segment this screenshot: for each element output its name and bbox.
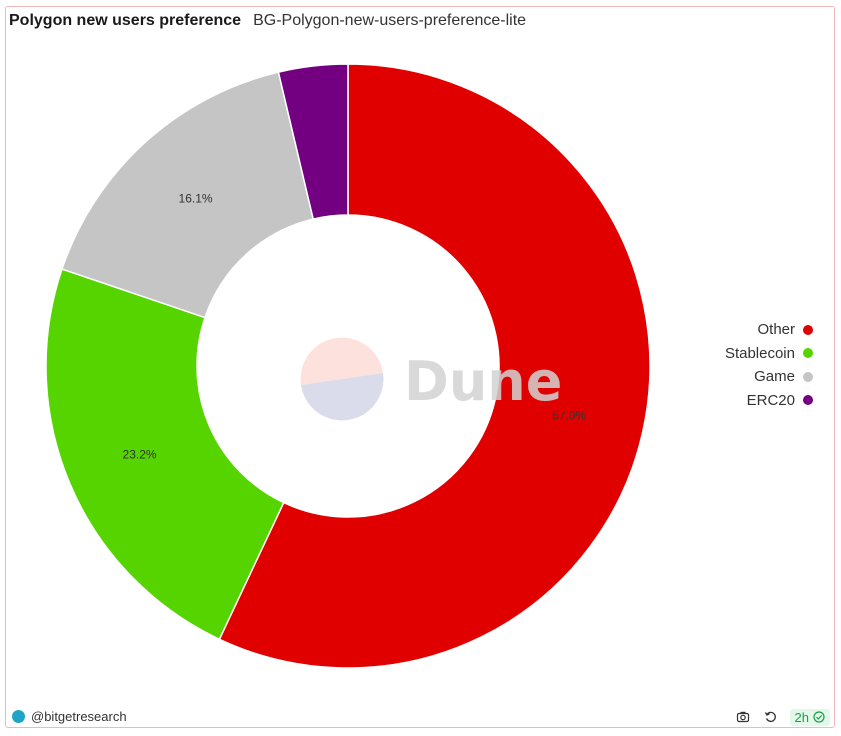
author-avatar-icon [12, 710, 25, 723]
watermark-text: Dune [404, 350, 562, 413]
slice-erc20[interactable] [277, 63, 349, 220]
data-label-stablecoin: 23.2% [123, 448, 157, 462]
slice-stablecoin[interactable] [45, 268, 285, 641]
chart-header: Polygon new users preference BG-Polygon-… [9, 12, 526, 30]
data-label-other: 57.0% [552, 408, 586, 422]
legend-label: Stablecoin [724, 344, 795, 362]
author-handle: @bitgetresearch [31, 709, 127, 724]
refresh-icon[interactable] [762, 708, 780, 726]
legend-item-game[interactable]: Game [725, 365, 813, 389]
slice-game[interactable] [61, 71, 315, 319]
legend-swatch [803, 371, 813, 382]
dune-watermark: Dune [300, 337, 562, 421]
refresh-badge[interactable]: 2h [789, 708, 830, 726]
watermark-logo-top [300, 337, 383, 385]
footer-actions: 2h [734, 708, 830, 726]
slice-other[interactable] [218, 63, 651, 669]
legend-label: Game [754, 368, 795, 386]
check-circle-icon [813, 711, 825, 723]
legend-swatch [803, 348, 813, 359]
legend-label: Other [757, 321, 795, 339]
legend-label: ERC20 [746, 391, 795, 409]
data-label-game: 16.1% [179, 191, 213, 205]
legend-item-stablecoin[interactable]: Stablecoin [725, 342, 813, 366]
chart-subtitle: BG-Polygon-new-users-preference-lite [253, 12, 527, 29]
footer-author[interactable]: @bitgetresearch [12, 709, 127, 724]
legend-item-erc20[interactable]: ERC20 [725, 389, 813, 413]
chart-legend: Other Stablecoin Game ERC20 [725, 318, 813, 412]
camera-icon[interactable] [734, 708, 752, 726]
legend-item-other[interactable]: Other [725, 318, 813, 342]
legend-swatch [803, 324, 813, 335]
refresh-badge-label: 2h [794, 709, 809, 725]
watermark-logo-bottom [301, 373, 384, 421]
legend-swatch [803, 395, 813, 406]
chart-title: Polygon new users preference [9, 12, 242, 29]
